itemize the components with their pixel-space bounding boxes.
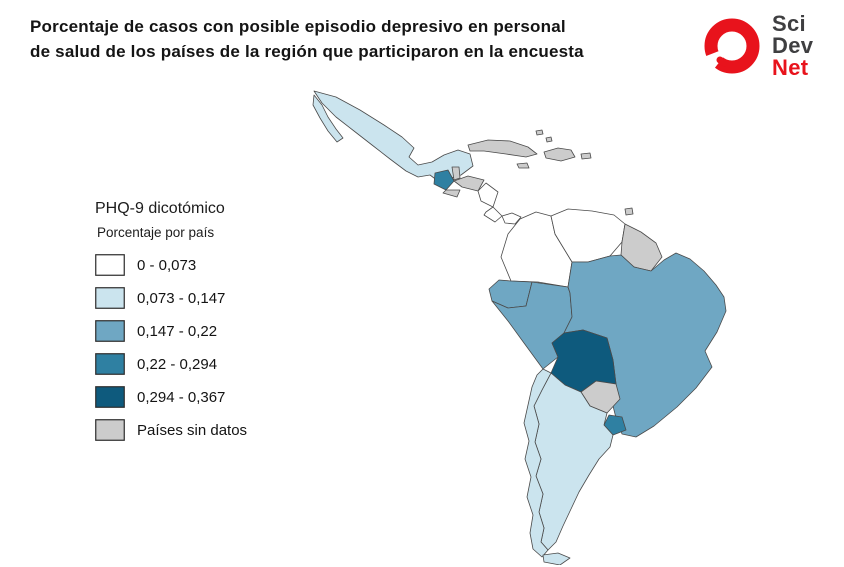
legend-label-bin4: 0,22 - 0,294 <box>137 355 218 373</box>
country-honduras <box>453 175 485 192</box>
country-tierra-del-fuego <box>542 552 571 565</box>
legend-swatch-no-data <box>95 419 125 441</box>
legend-swatch-bin2 <box>95 287 125 309</box>
logo-word-dev: Dev <box>772 33 814 58</box>
page-title: Porcentaje de casos con posible episodio… <box>30 14 584 64</box>
map-legend: PHQ-9 dicotómico Porcentaje por país 0 -… <box>95 200 247 452</box>
legend-item-no-data: Países sin datos <box>95 419 247 441</box>
country-el-salvador <box>442 189 461 198</box>
legend-label-bin1: 0 - 0,073 <box>137 256 197 274</box>
island-bahamas-2 <box>545 136 553 143</box>
country-jamaica <box>516 162 530 169</box>
country-panama <box>501 212 522 225</box>
logo-word-sci: Sci <box>772 11 806 36</box>
country-cuba <box>467 139 538 158</box>
legend-item-bin4: 0,22 - 0,294 <box>95 353 247 375</box>
country-guatemala <box>433 169 455 191</box>
country-puerto-rico <box>580 152 592 160</box>
legend-item-bin1: 0 - 0,073 <box>95 254 247 276</box>
country-uruguay <box>603 414 627 436</box>
country-mexico-baja <box>312 94 344 143</box>
country-belize <box>451 166 461 181</box>
legend-subheading: Porcentaje por país <box>97 225 215 240</box>
latam-choropleth-map <box>312 90 727 565</box>
country-trinidad <box>624 207 634 216</box>
legend-label-no-data: Países sin datos <box>137 421 248 439</box>
legend-item-bin3: 0,147 - 0,22 <box>95 320 247 342</box>
country-chile <box>523 368 552 558</box>
scidev-wordmark: Sci Dev Net <box>772 13 813 79</box>
country-nicaragua <box>477 182 499 208</box>
legend-item-bin2: 0,073 - 0,147 <box>95 287 247 309</box>
scidev-logo: Sci Dev Net <box>700 12 813 80</box>
legend-swatch-bin1 <box>95 254 125 276</box>
scidev-ring-icon <box>701 18 760 74</box>
legend-swatch-bin5 <box>95 386 125 408</box>
country-hispaniola <box>543 147 576 162</box>
title-line-1: Porcentaje de casos con posible episodio… <box>30 17 566 36</box>
legend-swatch-bin4 <box>95 353 125 375</box>
country-mexico <box>313 90 474 182</box>
island-bahamas-1 <box>535 129 544 136</box>
legend-swatch-bin3 <box>95 320 125 342</box>
logo-word-net: Net <box>772 55 809 80</box>
legend-label-bin2: 0,073 - 0,147 <box>137 289 226 307</box>
legend-label-bin5: 0,294 - 0,367 <box>137 388 226 406</box>
legend-item-bin5: 0,294 - 0,367 <box>95 386 247 408</box>
title-line-2: de salud de los países de la región que … <box>30 42 584 61</box>
legend-label-bin3: 0,147 - 0,22 <box>137 322 218 340</box>
legend-heading: PHQ-9 dicotómico <box>95 200 225 217</box>
country-costa-rica <box>483 206 503 223</box>
